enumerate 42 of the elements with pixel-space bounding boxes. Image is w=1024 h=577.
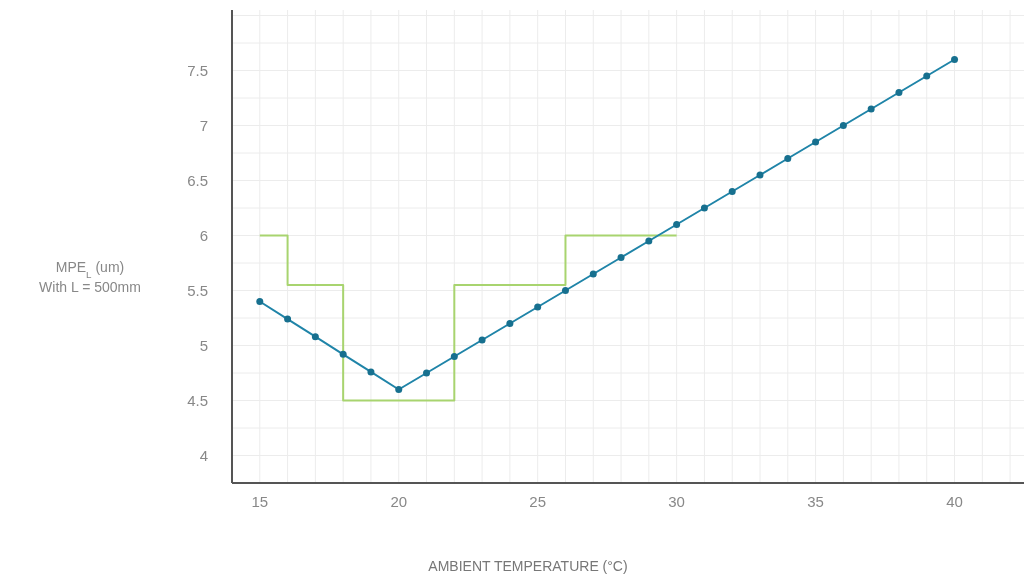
point [812, 138, 820, 146]
y-tick-label: 7 [199, 116, 208, 134]
point [673, 221, 681, 228]
point [395, 386, 403, 393]
y-tick-label: 7.5 [187, 61, 208, 79]
x-tick-label: 15 [251, 493, 269, 510]
point [284, 315, 292, 323]
point [839, 122, 847, 129]
point [867, 105, 875, 113]
point [951, 56, 959, 63]
point [367, 368, 375, 376]
x-tick-label: 25 [529, 493, 547, 510]
point [895, 89, 903, 96]
y-tick-label: 4 [199, 446, 208, 464]
point [728, 188, 736, 195]
point [756, 171, 764, 179]
y-tick-label: 6.5 [187, 171, 208, 189]
point [784, 155, 792, 162]
point [645, 237, 653, 245]
x-tick-label: 40 [946, 493, 963, 510]
point [923, 72, 931, 80]
point [506, 320, 514, 327]
y-tick-label: 5 [199, 336, 208, 354]
x-axis-title: AMBIENT TEMPERATURE (°C) [428, 558, 628, 574]
y-tick-label: 4.5 [187, 391, 208, 409]
point [423, 369, 431, 377]
x-tick-label: 30 [668, 493, 685, 510]
x-tick-label: 35 [807, 493, 824, 510]
y-tick-label: 6 [199, 226, 208, 244]
y-tick-label: 5.5 [187, 281, 208, 299]
y-axis-title: MPE$_{L}$ (um) With L = 500mm [39, 258, 141, 295]
point [311, 333, 319, 341]
point [450, 353, 458, 360]
point [589, 270, 597, 278]
point [561, 287, 569, 294]
point [534, 303, 542, 311]
point [256, 298, 264, 305]
point [700, 204, 708, 212]
point [617, 254, 625, 261]
point [478, 336, 486, 344]
x-tick-label: 20 [390, 493, 408, 510]
point [339, 350, 347, 358]
